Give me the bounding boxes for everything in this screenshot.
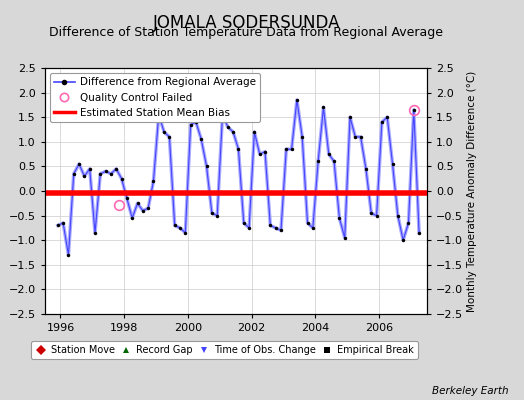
Text: JOMALA SODERSUNDA: JOMALA SODERSUNDA <box>152 14 340 32</box>
Legend: Station Move, Record Gap, Time of Obs. Change, Empirical Break: Station Move, Record Gap, Time of Obs. C… <box>31 341 418 359</box>
Text: Berkeley Earth: Berkeley Earth <box>432 386 508 396</box>
Y-axis label: Monthly Temperature Anomaly Difference (°C): Monthly Temperature Anomaly Difference (… <box>467 70 477 312</box>
Text: Difference of Station Temperature Data from Regional Average: Difference of Station Temperature Data f… <box>49 26 443 39</box>
Legend: Difference from Regional Average, Quality Control Failed, Estimated Station Mean: Difference from Regional Average, Qualit… <box>50 73 260 122</box>
